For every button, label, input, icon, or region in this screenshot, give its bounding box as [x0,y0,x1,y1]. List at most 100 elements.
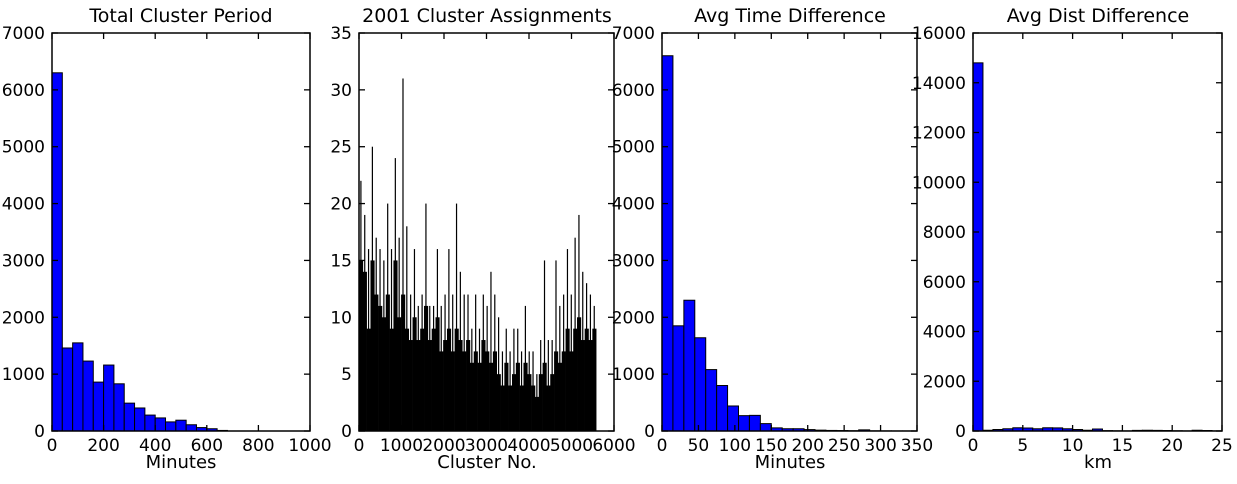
x-tick-label: 50 [688,436,710,456]
cluster-bar-spike [379,249,381,431]
histogram-bar [672,325,685,432]
histogram-bar [705,369,718,432]
x-tick-label: 100 [719,436,751,456]
histogram-bar [716,385,729,432]
cluster-bar-spike [563,294,565,431]
y-tick-label: 8000 [923,223,966,243]
cluster-bar-spike [440,305,442,431]
y-tick-label: 7000 [2,24,45,44]
chart-title-total-cluster-period: Total Cluster Period [89,5,273,27]
cluster-bar-spike [482,294,484,431]
histogram-bar [738,415,750,432]
cluster-bar-spike [463,294,465,431]
cluster-bar-spike [543,260,546,431]
cluster-bar-spike [540,340,542,431]
cluster-bar-spike [455,203,458,431]
histogram-bar [694,337,707,432]
x-tick-label: 1000 [380,436,423,456]
cluster-bar-spike [524,305,526,431]
histogram-bar [92,381,105,432]
cluster-bar-spike [505,328,507,431]
histogram-bar [748,414,761,432]
cluster-bar-spike [448,249,450,431]
chart-title-avg-dist-difference: Avg Dist Difference [1006,5,1190,27]
y-tick-label: 5000 [612,138,655,158]
x-tick-label: 200 [87,436,119,456]
y-tick-label: 12000 [912,124,966,144]
y-tick-label: 6000 [923,273,966,293]
cluster-bar-spike [425,203,427,431]
cluster-bar-spike [513,328,515,431]
x-tick-label: 0 [47,436,58,456]
cluster-bar-spike [475,294,477,431]
axes-spines [661,32,918,432]
subplot-1: 0 1000 2000 3000 4000 5000 6000 0 5 10 15 20 25 30 35 [330,24,635,456]
cluster-bar-spike [432,305,435,431]
axes-spines [972,32,1223,432]
y-tick-label: 4000 [612,195,655,215]
y-tick-label: 7000 [612,24,655,44]
histogram-bar [123,402,136,432]
x-tick-label: 1000 [288,436,331,456]
x-axis-label-cluster-no: Cluster No. [437,452,537,473]
y-tick-label: 4000 [923,323,966,343]
y-tick-label: 20 [330,195,352,215]
cluster-bar-spike [360,180,362,431]
cluster-bar-spike [371,146,373,431]
cluster-bar-spike [585,283,588,431]
y-tick-label: 6000 [612,81,655,101]
x-tick-label: 6000 [592,436,635,456]
axes-spines [51,32,311,432]
histogram-bar [113,383,125,432]
y-tick-label: 0 [955,422,966,442]
x-tick-label: 0 [657,436,668,456]
y-tick-label: 10000 [912,173,966,193]
x-tick-label: 0 [354,436,365,456]
histogram-bar [103,364,115,432]
histogram-bar [972,62,984,432]
cluster-bar-spike [452,294,454,431]
x-tick-label: 600 [191,436,223,456]
histogram-bar [185,424,197,432]
y-tick-label: 30 [330,81,352,101]
x-tick-label: 350 [901,436,933,456]
cluster-bar-spike [467,294,469,431]
x-tick-label: 250 [828,436,860,456]
chart-title-avg-time-difference: Avg Time Difference [694,5,886,27]
y-tick-label: 0 [341,422,352,442]
histogram-bar [175,419,187,432]
cluster-bar-spike [413,249,416,431]
y-tick-label: 2000 [612,308,655,328]
cluster-bar-spike [429,305,431,431]
x-tick-label: 5000 [550,436,593,456]
y-tick-label: 0 [34,422,45,442]
cluster-bar-spike [509,351,511,431]
cluster-bar-spike [570,294,572,431]
x-tick-label: 10 [1062,436,1084,456]
cluster-bar-spike [536,374,538,431]
cluster-bar-spike [383,260,385,431]
y-tick-label: 15 [330,251,352,271]
y-tick-label: 3000 [2,251,45,271]
cluster-bar-spike [574,237,576,431]
cluster-bar-spike [555,260,557,431]
cluster-bar-spike [375,237,377,431]
x-tick-label: 800 [242,436,274,456]
cluster-bar-spike [394,158,396,431]
cluster-bar-spike [459,271,461,431]
x-tick-label: 400 [139,436,171,456]
cluster-bar-spike [410,294,412,431]
cluster-bar-spike [498,317,500,431]
y-tick-label: 14000 [912,74,966,94]
y-tick-label: 0 [644,422,655,442]
cluster-bar-spike [390,249,393,431]
x-axis-label-minutes-2: Minutes [754,452,826,473]
cluster-bar-spike [436,249,439,431]
y-tick-label: 4000 [2,195,45,215]
cluster-bar-spike [517,328,519,431]
cluster-bar-spike [559,305,561,431]
x-tick-label: 0 [968,436,979,456]
cluster-bar-spike [364,214,366,431]
x-tick-label: 25 [1211,436,1233,456]
histogram-bar [72,342,84,432]
